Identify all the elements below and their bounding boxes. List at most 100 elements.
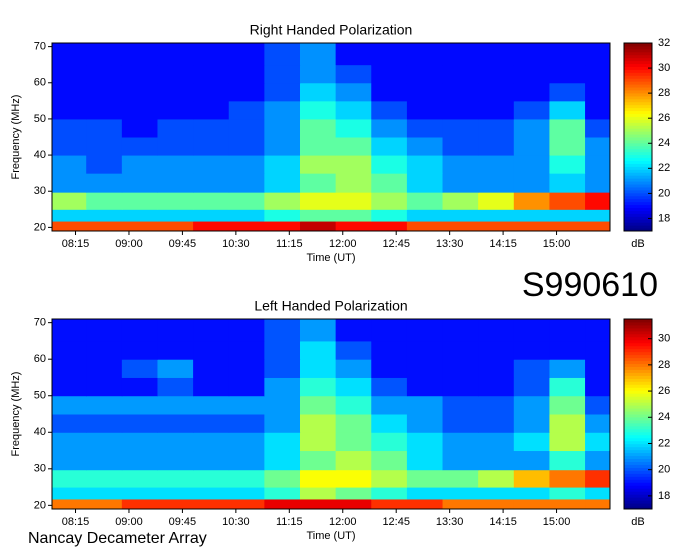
heatmap-cell — [52, 498, 87, 510]
heatmap-cell — [228, 221, 265, 232]
heatmap-cell — [585, 487, 611, 500]
heatmap-cell — [157, 469, 194, 488]
heatmap-cell — [121, 209, 158, 222]
y-tick-label: 20 — [34, 221, 46, 233]
colorbar-segment — [624, 473, 652, 477]
heatmap-cell — [406, 469, 444, 488]
colorbar-segment — [624, 122, 652, 126]
heatmap-cell — [228, 137, 265, 156]
heatmap-cell — [86, 487, 123, 500]
heatmap-cell — [86, 155, 123, 174]
colorbar-segment — [624, 181, 652, 185]
colorbar-segment — [624, 54, 652, 59]
heatmap-cell — [157, 340, 194, 360]
heatmap-cell — [264, 209, 301, 222]
heatmap-cell — [442, 450, 479, 471]
heatmap-cell — [52, 377, 87, 397]
x-tick-label: 12:00 — [329, 238, 357, 250]
x-tick-label: 12:00 — [329, 516, 357, 528]
colorbar-segment — [624, 84, 652, 88]
heatmap-cell — [549, 43, 586, 66]
colorbar-segment — [624, 402, 652, 406]
heatmap-cell — [228, 498, 265, 510]
heatmap-cell — [300, 137, 337, 156]
heatmap-cell — [121, 450, 158, 471]
colorbar-segment — [624, 213, 652, 217]
heatmap-cell — [300, 319, 337, 342]
heatmap-cell — [335, 64, 372, 84]
heatmap-cell — [406, 319, 444, 342]
heatmap-cell — [228, 43, 265, 66]
heatmap-cell — [52, 340, 87, 360]
heatmap-cell — [193, 192, 230, 210]
heatmap-cell — [513, 43, 550, 66]
heatmap-cell — [513, 414, 550, 433]
heatmap-cell — [478, 432, 515, 452]
heatmap-cell — [478, 414, 515, 433]
heatmap-cell — [335, 82, 372, 102]
colorbar-segment — [624, 43, 652, 47]
heatmap-cell — [157, 450, 194, 471]
heatmap-cell — [52, 118, 87, 138]
heatmap-cell — [442, 469, 479, 488]
y-tick-label: 60 — [34, 77, 46, 89]
heatmap-cell — [193, 137, 230, 156]
colorbar-segment — [624, 154, 652, 159]
heatmap-cell — [549, 432, 586, 452]
heatmap-cell — [406, 118, 444, 138]
heatmap-cell — [442, 359, 479, 378]
heatmap-cell — [406, 432, 444, 452]
colorbar-tick-label: 18 — [658, 212, 670, 224]
heatmap-cell — [513, 100, 550, 120]
heatmap-cell — [335, 155, 372, 174]
colorbar-segment — [624, 210, 652, 214]
heatmap-cell — [52, 450, 87, 471]
colorbar-segment — [624, 461, 652, 465]
heatmap-cell — [86, 450, 123, 471]
heatmap-cell — [193, 377, 230, 397]
heatmap-cell — [228, 209, 265, 222]
heatmap-cell — [513, 395, 550, 415]
colorbar-segment — [624, 446, 652, 451]
colorbar-segment — [624, 139, 652, 144]
heatmap-cell — [300, 221, 337, 232]
colorbar-segment — [624, 390, 652, 394]
heatmap-cell — [157, 221, 194, 232]
heatmap-cell — [513, 82, 550, 102]
colorbar-segment — [624, 357, 652, 362]
colorbar-segment — [624, 116, 652, 120]
colorbar-segment — [624, 411, 652, 415]
colorbar-segment — [624, 75, 652, 79]
colorbar-segment — [624, 60, 652, 65]
heatmap-cell — [121, 469, 158, 488]
colorbar-tick-label: 22 — [658, 162, 670, 174]
heatmap-cell — [406, 498, 444, 510]
heatmap-cell — [157, 155, 194, 174]
heatmap-cell — [86, 432, 123, 452]
colorbar-segment — [624, 172, 652, 176]
heatmap-cell — [228, 487, 265, 500]
heatmap-cell — [549, 319, 586, 342]
date-code: S990610 — [522, 266, 658, 304]
plot-frame — [51, 42, 611, 232]
colorbar-segment — [624, 134, 652, 138]
colorbar-segment — [624, 225, 652, 229]
colorbar-segment — [624, 408, 652, 412]
heatmap-cell — [52, 155, 87, 174]
x-tick-label: 12:45 — [382, 516, 410, 528]
heatmap-cell — [335, 137, 372, 156]
heatmap-cell — [549, 221, 586, 232]
x-tick-label: 08:15 — [62, 238, 90, 250]
colorbar-segment — [624, 216, 652, 220]
colorbar-segment — [624, 189, 652, 194]
heatmap-cell — [406, 414, 444, 433]
heatmap-cell — [121, 118, 158, 138]
heatmap-cell — [121, 82, 158, 102]
heatmap-cell — [478, 221, 515, 232]
colorbar-segment — [624, 393, 652, 397]
heatmap-cell — [478, 192, 515, 210]
colorbar-segment — [624, 500, 652, 504]
colorbar-segment — [624, 63, 652, 67]
heatmap-cell — [585, 137, 611, 156]
heatmap-cell — [335, 319, 372, 342]
